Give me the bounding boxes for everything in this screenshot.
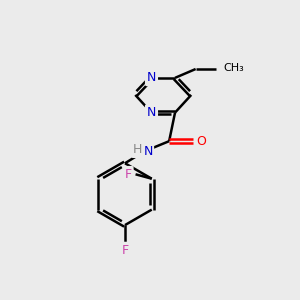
Text: H: H <box>133 143 142 157</box>
Text: N: N <box>143 145 153 158</box>
Text: F: F <box>122 244 128 256</box>
Text: O: O <box>196 135 206 148</box>
Text: N: N <box>147 106 156 119</box>
Text: F: F <box>124 168 132 181</box>
Text: CH₃: CH₃ <box>224 63 244 73</box>
Text: N: N <box>147 71 156 84</box>
